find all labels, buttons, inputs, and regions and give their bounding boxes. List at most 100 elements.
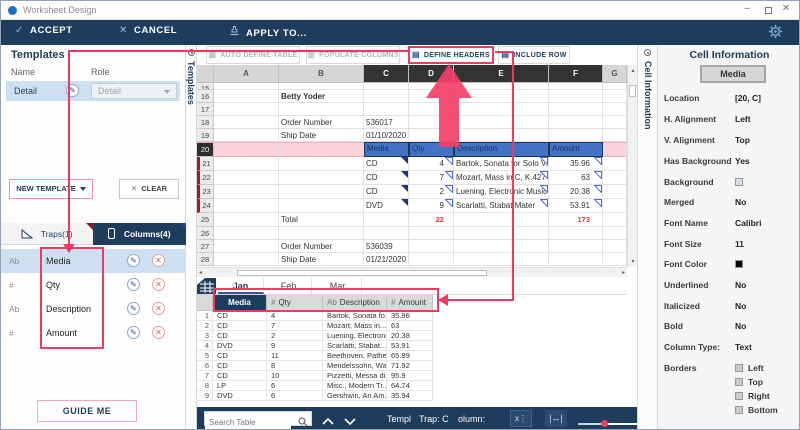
cell[interactable]	[454, 240, 549, 253]
table-row[interactable]: 6 CD 8 Mendelssohn, Wa... 71.92	[197, 361, 433, 371]
row-header[interactable]: 19	[197, 129, 214, 142]
auto-define-table-button[interactable]: ▦ AUTO DEFINE TABLE	[206, 46, 300, 64]
cell[interactable]: Order Number	[279, 240, 364, 253]
tab-mar-sales[interactable]: Mar Sales	[314, 278, 362, 307]
cell[interactable]: 9	[409, 199, 454, 213]
cell[interactable]: CD	[364, 171, 409, 185]
row-header[interactable]: 16	[197, 90, 214, 103]
cell[interactable]: 4	[409, 157, 454, 171]
cell[interactable]	[279, 185, 364, 199]
cell[interactable]: 7	[409, 171, 454, 185]
column-item-qty[interactable]: # Qty ✎ ✕	[1, 273, 186, 297]
row-header[interactable]: 23	[197, 185, 214, 199]
vertical-scrollbar[interactable]: ▴ ▾	[627, 65, 637, 267]
cell[interactable]	[603, 142, 627, 157]
cell[interactable]	[364, 83, 409, 90]
cell[interactable]	[279, 142, 364, 157]
cell[interactable]: 01/10/2020	[364, 129, 409, 142]
col-header-b[interactable]: B	[279, 65, 364, 83]
cell[interactable]	[549, 103, 603, 116]
cell[interactable]: Order Number	[279, 116, 364, 129]
edit-column-icon[interactable]: ✎	[127, 254, 140, 267]
row-header[interactable]: 25	[197, 213, 214, 227]
accept-button[interactable]: ✓ ACCEPT	[15, 25, 73, 36]
cell[interactable]	[279, 199, 364, 213]
table-row[interactable]: 7 CD 10 Pizzetti, Messa di... 95.9	[197, 371, 433, 381]
cell[interactable]	[603, 213, 627, 227]
table-row[interactable]: 3 CD 2 Luening, Electroni... 20.38	[197, 331, 433, 341]
search-prev-icon[interactable]	[321, 413, 335, 429]
cell[interactable]	[603, 199, 627, 213]
row-header[interactable]: 22	[197, 171, 214, 185]
row-header[interactable]: 28	[197, 253, 214, 266]
scroll-down-icon[interactable]: ▾	[631, 259, 635, 265]
col-header-f[interactable]: F	[549, 65, 603, 83]
cell[interactable]	[214, 253, 279, 266]
new-template-button[interactable]: NEW TEMPLATE	[9, 179, 93, 199]
cell[interactable]	[454, 227, 549, 240]
cell[interactable]	[603, 103, 627, 116]
cell[interactable]	[409, 103, 454, 116]
cell[interactable]: Betty Yoder	[279, 90, 364, 103]
header-cell-amount[interactable]: Amount	[549, 142, 603, 157]
column-item-amount[interactable]: # Amount ✎ ✕	[1, 321, 186, 345]
table-row[interactable]: 8 LP 6 Misc., Modern Tr... 64.74	[197, 381, 433, 391]
cell-sum-amount[interactable]: 173	[549, 213, 603, 227]
templates-side-tab[interactable]: Templates	[186, 45, 197, 429]
cell[interactable]	[214, 142, 279, 157]
cell[interactable]	[409, 240, 454, 253]
cell[interactable]	[409, 253, 454, 266]
cell[interactable]: 20.38	[549, 185, 603, 199]
cell[interactable]	[214, 116, 279, 129]
cell[interactable]	[214, 129, 279, 142]
scroll-up-icon[interactable]: ▴	[631, 68, 635, 74]
checkbox-icon[interactable]	[735, 406, 743, 414]
table-row[interactable]: 1 CD 4 Bartok, Sonata fo... 35.96	[197, 311, 433, 321]
pin-icon[interactable]	[644, 49, 651, 56]
cell-sum-qty[interactable]: 22	[409, 213, 454, 227]
define-headers-button[interactable]: ▤ DEFINE HEADERS	[408, 46, 494, 64]
cell[interactable]	[549, 116, 603, 129]
cell[interactable]	[214, 227, 279, 240]
table-row[interactable]: 5 CD 11 Beethoven, Pathe... 65.89	[197, 351, 433, 361]
apply-to-button[interactable]: APPLY TO...	[229, 25, 307, 39]
checkbox-icon[interactable]	[735, 364, 743, 372]
cell[interactable]	[603, 116, 627, 129]
cell[interactable]: 536039	[364, 240, 409, 253]
cell[interactable]: Mozart, Mass in C, K.427	[454, 171, 549, 185]
zoom-slider-knob[interactable]	[601, 420, 608, 427]
cell[interactable]	[603, 227, 627, 240]
cell[interactable]	[364, 103, 409, 116]
bt-header-media[interactable]: Media	[213, 295, 267, 311]
row-header[interactable]: 26	[197, 227, 214, 240]
cell[interactable]	[214, 157, 279, 171]
cell[interactable]	[214, 90, 279, 103]
cell[interactable]	[549, 240, 603, 253]
bt-header-amount[interactable]: # Amount	[387, 295, 433, 311]
row-header[interactable]: 15	[197, 83, 214, 90]
cell[interactable]	[409, 129, 454, 142]
cell[interactable]: 53.91	[549, 199, 603, 213]
cell[interactable]	[603, 253, 627, 266]
row-header[interactable]: 27	[197, 240, 214, 253]
cell[interactable]	[279, 103, 364, 116]
cell[interactable]	[603, 90, 627, 103]
cell[interactable]	[279, 171, 364, 185]
maximize-button[interactable]	[765, 7, 772, 14]
cell[interactable]	[454, 116, 549, 129]
cell[interactable]	[214, 185, 279, 199]
cell[interactable]	[279, 227, 364, 240]
fit-width-icon[interactable]: |↔|	[545, 410, 567, 427]
cell[interactable]: 536017	[364, 116, 409, 129]
table-row[interactable]: 9 DVD 6 Gershwin, An Am... 35.94	[197, 391, 433, 401]
cell[interactable]	[214, 83, 279, 90]
row-header[interactable]: 17	[197, 103, 214, 116]
col-header-c[interactable]: C	[364, 65, 409, 83]
cell[interactable]	[279, 157, 364, 171]
checkbox-icon[interactable]	[735, 378, 743, 386]
row-header[interactable]: 21	[197, 157, 214, 171]
cancel-button[interactable]: ✕ CANCEL	[119, 25, 178, 36]
cell[interactable]	[549, 129, 603, 142]
edit-template-icon[interactable]: ✎	[66, 84, 79, 97]
cell[interactable]	[454, 83, 549, 90]
